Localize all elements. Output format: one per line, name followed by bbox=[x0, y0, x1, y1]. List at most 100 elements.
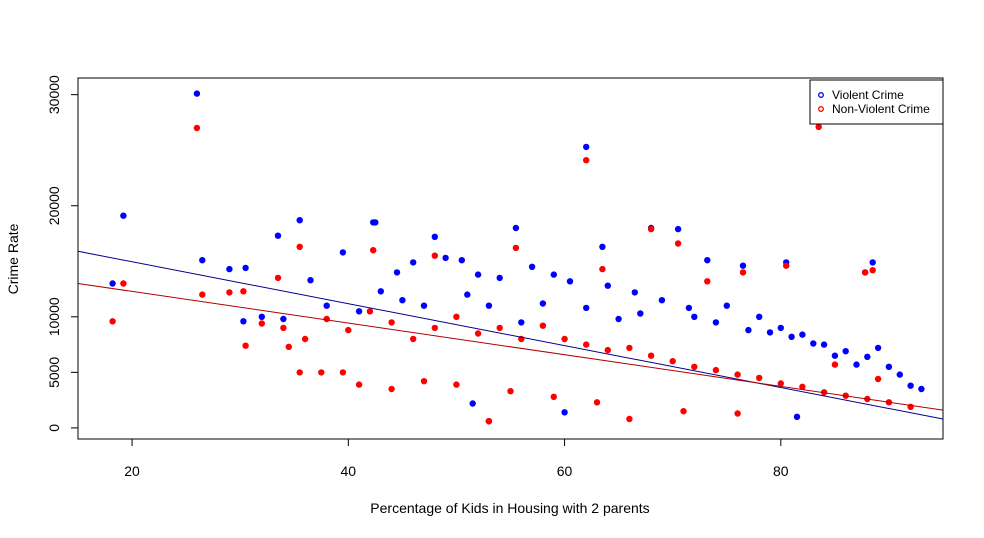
non-violent-crime-point bbox=[583, 341, 590, 348]
violent-crime-point bbox=[788, 333, 795, 340]
non-violent-crime-point bbox=[783, 262, 790, 269]
violent-crime-point bbox=[518, 319, 525, 326]
violent-crime-point bbox=[674, 225, 682, 233]
non-violent-crime-point bbox=[388, 385, 395, 393]
violent-crime-point bbox=[474, 271, 482, 278]
violent-crime-point bbox=[199, 257, 206, 264]
non-violent-crime-point bbox=[199, 291, 206, 298]
violent-crime-point bbox=[799, 331, 806, 338]
violent-crime-point bbox=[658, 297, 666, 304]
legend: Violent Crime Non-Violent Crime bbox=[809, 79, 944, 125]
y-tick-label: 0 bbox=[46, 424, 62, 432]
y-tick-label: 20000 bbox=[46, 186, 62, 225]
non-violent-crime-point bbox=[485, 418, 493, 425]
violent-crime-point bbox=[372, 219, 379, 226]
violent-crime-point bbox=[399, 297, 406, 304]
x-tick-label: 80 bbox=[773, 463, 789, 479]
violent-crime-point bbox=[323, 302, 330, 309]
non-violent-crime-point bbox=[453, 313, 460, 320]
non-violent-crime-point bbox=[258, 320, 265, 327]
legend-label-violent: Violent Crime bbox=[832, 88, 904, 102]
violent-crime-point bbox=[745, 326, 752, 334]
non-violent-crime-point bbox=[318, 369, 325, 376]
non-violent-crime-point bbox=[647, 352, 655, 359]
violent-crime-point bbox=[739, 262, 747, 269]
non-violent-crime-point bbox=[410, 335, 417, 343]
violent-crime-point bbox=[296, 217, 303, 224]
y-tick-label: 30000 bbox=[46, 75, 62, 114]
violent-crime-point bbox=[528, 263, 536, 270]
violent-crime-point bbox=[393, 269, 401, 276]
non-violent-crime-point bbox=[626, 344, 633, 352]
violent-crime-point bbox=[280, 315, 287, 323]
violent-crime-point bbox=[274, 232, 282, 239]
non-violent-crime-point bbox=[345, 326, 352, 334]
violent-crime-point bbox=[631, 289, 638, 296]
y-axis: 0 5000 10000 20000 30000 bbox=[46, 75, 79, 432]
y-tick-label: 10000 bbox=[46, 297, 62, 336]
non-violent-crime-point bbox=[674, 240, 682, 247]
violent-crime-point bbox=[410, 259, 417, 266]
violent-crime-point bbox=[842, 348, 849, 355]
non-violent-crime-point bbox=[669, 358, 676, 365]
non-violent-crime-point bbox=[739, 269, 747, 276]
violent-crime-point bbox=[458, 257, 465, 264]
non-violent-crime-point bbox=[296, 369, 303, 376]
non-violent-crime-point bbox=[874, 375, 882, 383]
non-violent-crime-point bbox=[626, 415, 633, 423]
violent-crime-point bbox=[723, 302, 730, 309]
non-violent-crime-point bbox=[831, 361, 839, 368]
violent-crime-point bbox=[704, 257, 711, 264]
x-tick-label: 60 bbox=[557, 463, 573, 479]
non-violent-crime-point bbox=[453, 381, 460, 388]
violent-crime-point bbox=[469, 400, 476, 407]
non-violent-crime-point bbox=[285, 343, 292, 350]
violent-crime-point bbox=[431, 233, 438, 240]
non-violent-crime-point bbox=[120, 280, 127, 287]
non-violent-crime-point bbox=[815, 123, 822, 131]
x-axis: 20 40 60 80 bbox=[124, 438, 789, 479]
non-violent-crime-point bbox=[296, 243, 303, 250]
violent-crime-point bbox=[193, 90, 201, 97]
non-violent-crime-point bbox=[339, 369, 347, 376]
non-violent-crime-point bbox=[861, 269, 869, 276]
violent-crime-point bbox=[864, 353, 871, 360]
legend-box bbox=[809, 79, 944, 125]
non-violent-crime-point bbox=[355, 381, 363, 388]
violent-crime-point bbox=[442, 254, 449, 262]
non-violent-crime-point bbox=[869, 267, 876, 274]
violent-crime-point bbox=[685, 304, 693, 312]
violent-crime-point bbox=[599, 243, 606, 250]
violent-crime-point bbox=[307, 277, 314, 284]
non-violent-crime-point bbox=[323, 315, 330, 323]
non-violent-crime-point bbox=[496, 324, 503, 332]
violent-crime-point bbox=[756, 313, 763, 320]
non-violent-crime-point bbox=[507, 388, 514, 395]
violent-crime-point bbox=[691, 313, 698, 320]
non-violent-crime-point bbox=[109, 318, 116, 325]
non-violent-crime-point bbox=[777, 380, 784, 387]
violent-crime-point bbox=[485, 302, 493, 309]
violent-crime-point bbox=[637, 310, 644, 317]
trend-lines-layer bbox=[77, 250, 944, 420]
non-violent-crime-point bbox=[561, 335, 568, 343]
violent-crime-point bbox=[777, 324, 784, 332]
non-violent-crime-point bbox=[550, 393, 557, 400]
non-violent-crime-point bbox=[593, 399, 601, 406]
non-violent-crime-point bbox=[274, 274, 282, 282]
non-violent-crime-point bbox=[193, 124, 201, 132]
violent-crime-point bbox=[766, 329, 774, 336]
legend-marker-violent bbox=[818, 92, 824, 98]
violent-crime-point bbox=[240, 318, 247, 325]
non-violent-crime-point bbox=[734, 410, 741, 417]
non-violent-crime-point bbox=[539, 322, 547, 329]
non-violent-crime-point bbox=[366, 308, 374, 315]
violent-crime-point bbox=[420, 302, 428, 309]
legend-label-nonviolent: Non-Violent Crime bbox=[832, 102, 930, 116]
violent-crime-point bbox=[869, 259, 876, 266]
non-violent-crime-point bbox=[604, 346, 611, 354]
violent-crime-point bbox=[539, 300, 547, 307]
x-axis-label: Percentage of Kids in Housing with 2 par… bbox=[370, 500, 649, 516]
violent-crime-point bbox=[712, 319, 720, 326]
